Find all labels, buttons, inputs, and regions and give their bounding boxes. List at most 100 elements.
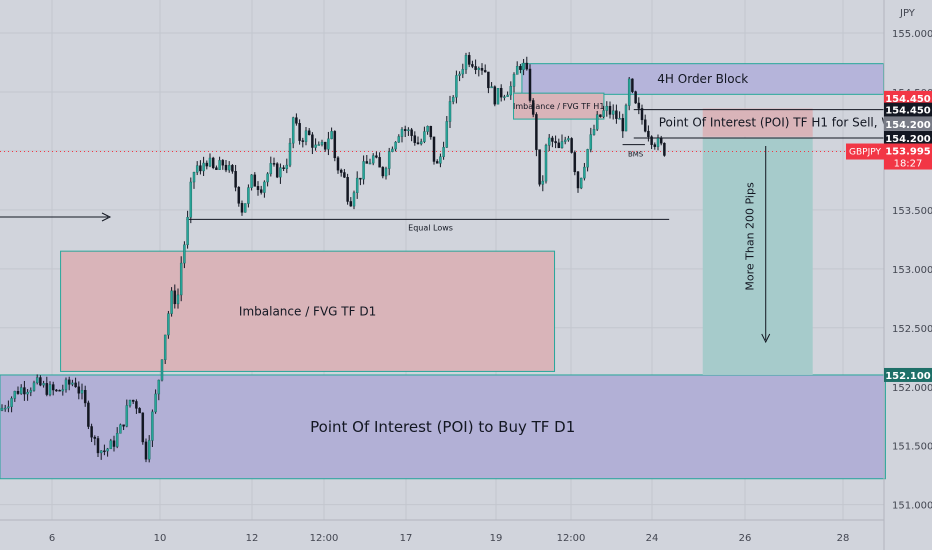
candle-body: [74, 382, 77, 388]
candle-body: [493, 86, 497, 105]
candle-body: [243, 203, 247, 213]
price-tag: [884, 367, 932, 382]
bms-label: BMS: [628, 151, 644, 159]
candle-body: [650, 136, 653, 145]
y-tick-label: 152.000: [892, 383, 932, 394]
candle-body: [195, 165, 199, 173]
candle-body: [410, 129, 413, 136]
price-tag: [884, 116, 932, 131]
price-axis[interactable]: 155.000154.500154.000153.500153.000152.5…: [846, 0, 932, 550]
candle-body: [535, 114, 538, 150]
candles: [0, 52, 666, 463]
candle-body: [122, 424, 125, 427]
candle-body: [263, 181, 266, 193]
candle-body: [186, 217, 189, 246]
candle-body: [10, 398, 13, 407]
candle-body: [589, 134, 593, 150]
candle-body: [563, 139, 567, 142]
y-tick-label: 155.000: [892, 29, 932, 40]
candle-body: [496, 88, 500, 105]
annotation-lines: [0, 109, 884, 344]
candle-body: [138, 408, 141, 414]
candle-body: [115, 433, 119, 447]
zone-label: Point Of Interest (POI) to Buy TF D1: [310, 418, 575, 436]
candle-body: [234, 171, 237, 188]
candle-body: [413, 135, 417, 143]
candle-body: [16, 391, 20, 394]
candle-body: [419, 141, 423, 145]
candle-body: [567, 138, 570, 141]
target-label: More Than 200 Pips: [744, 182, 757, 291]
candle-body: [266, 173, 269, 183]
candle-body: [397, 136, 401, 143]
candle-body: [131, 399, 135, 402]
candle-body: [554, 141, 557, 144]
candle-body: [365, 161, 369, 164]
candle-body: [445, 121, 449, 148]
annotation-labels: Point Of Interest (POI) to Buy TF D1 Imba…: [239, 72, 932, 436]
candle-body: [67, 379, 71, 385]
y-tick-label: 153.500: [892, 206, 932, 217]
candle-body: [474, 66, 477, 70]
candle-body: [311, 134, 314, 148]
candle-body: [477, 68, 481, 70]
candle-body: [627, 78, 631, 106]
x-tick-label: 10: [154, 533, 167, 544]
zone-label: Point Of Interest (POI) TF H1 for Sell, …: [659, 116, 932, 130]
candle-body: [442, 147, 445, 157]
candle-body: [394, 141, 397, 150]
candle-body: [355, 177, 359, 193]
candle-body: [432, 136, 436, 162]
candle-body: [29, 390, 33, 393]
candle-body: [93, 436, 97, 439]
candle-body: [48, 384, 52, 395]
candle-body: [279, 167, 282, 178]
candle-body: [99, 450, 103, 454]
candle-body: [343, 172, 346, 178]
candle-body: [349, 201, 353, 207]
last-price-tag: [884, 143, 932, 170]
candle-body: [621, 118, 625, 132]
candle-body: [64, 379, 68, 390]
candle-body: [167, 313, 170, 336]
candle-body: [170, 290, 173, 314]
candle-body: [109, 440, 113, 450]
candle-body: [224, 164, 228, 171]
candle-body: [211, 157, 215, 168]
candle-body: [576, 171, 580, 189]
candle-body: [439, 156, 442, 164]
candle-body: [560, 141, 564, 149]
candle-body: [128, 399, 132, 406]
candle-body: [423, 131, 426, 142]
candle-body: [259, 189, 263, 193]
candle-body: [368, 162, 372, 165]
candle-body: [640, 108, 644, 121]
time-axis[interactable]: 6 10 12 12:00 17 19 12:00 24 26 28: [0, 519, 884, 544]
candle-body: [643, 119, 647, 132]
candle-body: [147, 440, 151, 460]
candle-body: [391, 148, 394, 152]
candle-body: [253, 174, 257, 187]
y-tick-label: 152.500: [892, 324, 932, 335]
candle-body: [371, 155, 375, 164]
candle-body: [87, 402, 90, 427]
y-tick-label: 151.500: [892, 442, 932, 453]
candle-body: [359, 177, 362, 180]
candle-body: [103, 450, 106, 453]
candle-body: [538, 149, 541, 185]
candle-body: [32, 382, 36, 391]
candle-body: [119, 424, 122, 434]
x-tick-label: 12:00: [557, 533, 586, 544]
x-tick-label: 28: [837, 533, 850, 544]
zone-label: 4H Order Block: [657, 72, 748, 86]
candle-body: [515, 66, 519, 75]
candle-body: [192, 172, 196, 183]
candle-body: [647, 130, 650, 137]
candle-body: [656, 138, 660, 147]
candle-body: [557, 142, 561, 149]
zone-box: [0, 374, 886, 480]
candle-body: [483, 70, 487, 73]
left-arrow-head: [101, 212, 112, 222]
candle-body: [522, 62, 525, 70]
